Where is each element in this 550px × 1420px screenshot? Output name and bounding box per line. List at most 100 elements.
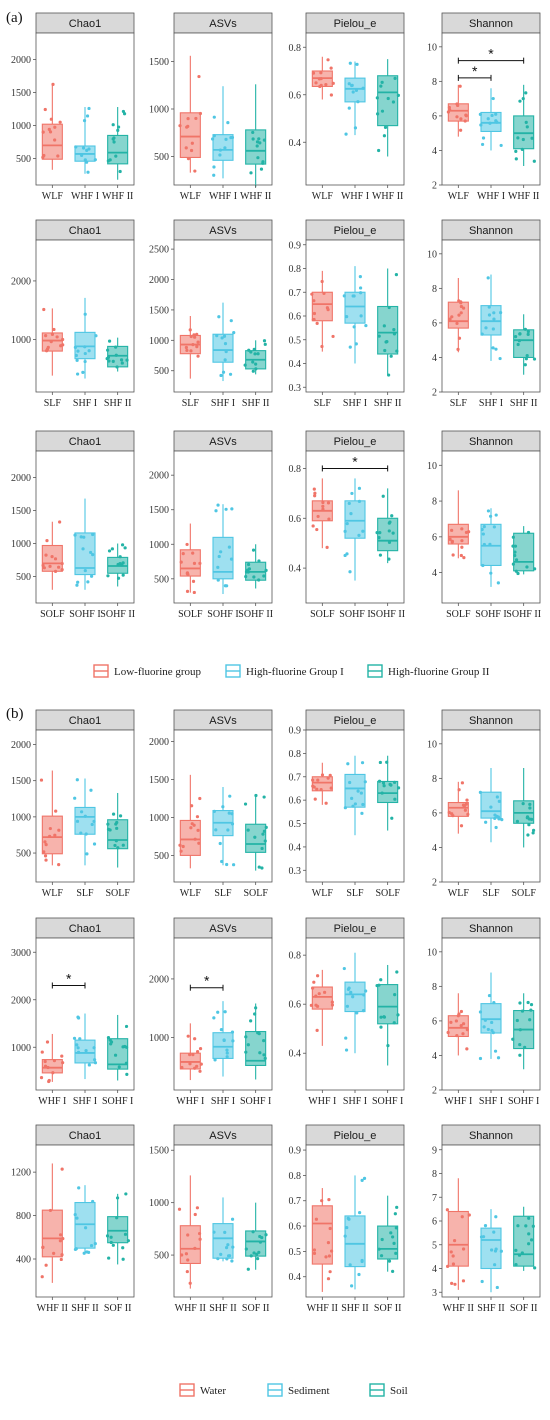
data-point (252, 1251, 256, 1255)
y-tick-label: 1000 (149, 540, 169, 551)
data-point (378, 553, 383, 557)
data-point (529, 1008, 533, 1012)
data-point (362, 993, 366, 997)
legend-b-item-2: Soil (369, 1383, 408, 1397)
data-point (257, 1250, 261, 1255)
panel-title: Chao1 (69, 18, 101, 30)
data-point (484, 820, 488, 824)
data-point (392, 1021, 396, 1025)
data-point (379, 1015, 383, 1019)
data-point (491, 346, 495, 350)
data-point (486, 1027, 490, 1032)
data-point (178, 124, 182, 128)
data-point (225, 1257, 229, 1261)
data-point (110, 547, 114, 551)
y-tick-label: 500 (154, 574, 169, 585)
data-point (483, 1223, 488, 1228)
data-point (395, 970, 399, 974)
data-point (43, 107, 47, 112)
data-point (185, 1269, 189, 1274)
data-point (521, 97, 525, 101)
data-point (244, 1035, 248, 1039)
data-point (317, 77, 322, 81)
data-point (389, 354, 393, 358)
data-point (81, 146, 86, 150)
data-point (251, 548, 256, 552)
data-point (121, 1257, 125, 1261)
data-point (89, 550, 93, 555)
data-point (75, 583, 79, 587)
data-point (85, 148, 89, 152)
data-point (482, 542, 486, 547)
data-point (314, 1217, 319, 1221)
data-point (41, 1245, 45, 1249)
box-sohf-ii (377, 517, 399, 552)
data-point (121, 573, 125, 577)
data-point (261, 832, 265, 836)
y-tick-label: 500 (154, 1251, 169, 1262)
data-point (189, 349, 193, 353)
box-whf-i (311, 986, 333, 1010)
chart-panel-18: Pielou_e 0.4 0.6 0.8 WHF I SHF I SOHF I (289, 917, 405, 1107)
data-point (493, 1263, 497, 1267)
data-point (342, 966, 346, 971)
data-point (343, 529, 347, 533)
y-tick-label: 0.5 (289, 819, 302, 830)
data-point (388, 520, 392, 524)
data-point (223, 358, 227, 362)
data-point (193, 1037, 197, 1041)
chart-panel-21: ASVs 500 1000 1500 WHF II SHF II SOF II (149, 1124, 273, 1314)
data-point (92, 842, 97, 846)
data-point (326, 1240, 331, 1245)
data-point (347, 82, 351, 86)
y-tick-label: 0.6 (289, 312, 302, 323)
data-point (493, 1049, 498, 1053)
data-point (514, 1262, 518, 1267)
box-whf-i (447, 1015, 469, 1038)
data-point (54, 809, 58, 813)
y-tick-label: 3 (432, 1288, 437, 1299)
data-point (478, 112, 482, 116)
data-point (43, 1059, 47, 1064)
chart-panel-14: Pielou_e 0.3 0.4 0.5 0.6 0.7 0.8 0.9 WLF SLF SOLF (289, 709, 405, 899)
data-point (125, 1072, 129, 1076)
x-tick-label: WLF (448, 888, 470, 899)
data-point (120, 563, 124, 567)
data-point (116, 128, 120, 132)
data-point (114, 154, 118, 158)
data-point (527, 1216, 531, 1220)
data-point (244, 1247, 248, 1251)
data-point (181, 552, 185, 556)
y-tick-label: 1000 (149, 1033, 169, 1044)
data-point (195, 332, 199, 336)
x-tick-label: WHF I (71, 191, 99, 202)
data-point (218, 148, 223, 152)
data-point (253, 835, 257, 839)
y-tick-label: 800 (16, 1211, 31, 1222)
data-point (456, 347, 460, 351)
x-tick-label: WHF II (443, 1303, 474, 1314)
data-point (490, 1020, 494, 1025)
data-point (380, 791, 384, 795)
data-point (494, 1247, 498, 1251)
y-tick-label: 1500 (149, 505, 169, 516)
data-point (263, 1056, 267, 1060)
data-point (514, 157, 518, 161)
box-wlf (179, 112, 201, 159)
data-point (226, 1243, 230, 1247)
significance-star: * (66, 971, 72, 987)
data-point (353, 802, 357, 806)
data-point (259, 167, 264, 171)
data-point (515, 1018, 519, 1023)
data-point (479, 1235, 484, 1239)
data-point (484, 326, 488, 330)
data-point (73, 1213, 77, 1217)
data-point (357, 486, 362, 490)
chart-panel-12: Chao1 500 1000 1500 2000 WLF SLF SOLF (11, 709, 135, 899)
y-tick-label: 6 (432, 1016, 437, 1027)
data-point (257, 1032, 261, 1036)
y-tick-label: 6 (432, 318, 437, 329)
data-point (375, 96, 379, 100)
x-tick-label: SLF (450, 398, 468, 409)
data-point (351, 294, 355, 298)
